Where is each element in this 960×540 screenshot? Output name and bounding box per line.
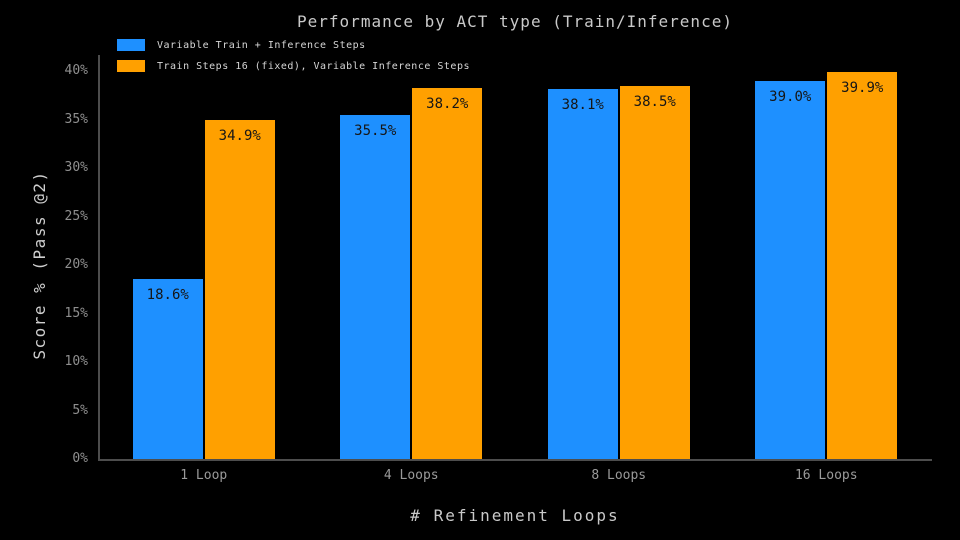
legend-swatch [117, 60, 145, 72]
plot-area: 18.6% 34.9% 35.5% 38.2% 38.1% 38.5% 39.0% 39.9% [100, 71, 930, 459]
y-tick-label: 35% [64, 111, 88, 127]
chart-title: Performance by ACT type (Train/Inference… [297, 12, 733, 31]
bar: 39.0% [755, 80, 826, 459]
bar-value-label: 39.0% [769, 88, 812, 105]
y-tick-label: 0% [72, 451, 88, 466]
bar-value-label: 18.6% [146, 286, 189, 303]
bar-value-label: 39.9% [841, 79, 884, 96]
y-axis-title: Score % (Pass @2) [30, 170, 49, 360]
bar-value-label: 34.9% [218, 128, 261, 145]
legend-label: Variable Train + Inference Steps [157, 39, 366, 51]
legend-swatch [117, 39, 145, 51]
bar: 18.6% [132, 278, 203, 459]
bar: 39.9% [827, 71, 898, 459]
x-tick-label: 8 Loops [591, 468, 647, 483]
y-tick-label: 40% [64, 63, 88, 78]
x-tick-label: 1 Loop [180, 468, 228, 483]
bar-group: 35.5% 38.2% [308, 71, 516, 459]
bar-group: 39.0% 39.9% [723, 71, 931, 459]
y-tick-label: 20% [64, 257, 88, 272]
bar: 35.5% [340, 114, 411, 459]
x-axis-spine [98, 459, 932, 461]
x-axis-title: # Refinement Loops [410, 506, 620, 525]
legend-item: Variable Train + Inference Steps [117, 39, 470, 51]
y-tick-label: 10% [64, 354, 88, 369]
y-tick-label: 5% [72, 402, 88, 418]
bar-value-label: 38.5% [633, 93, 676, 110]
y-tick-label: 15% [64, 305, 88, 321]
x-tick-label: 16 Loops [794, 468, 858, 483]
bar-value-label: 35.5% [354, 122, 397, 139]
y-tick-label: 25% [64, 208, 88, 224]
y-tick-label: 30% [64, 160, 88, 175]
bar: 38.1% [547, 89, 618, 459]
bar: 34.9% [204, 120, 275, 459]
bar-group: 38.1% 38.5% [515, 71, 723, 459]
legend: Variable Train + Inference Steps Train St… [117, 39, 470, 72]
x-tick-label: 4 Loops [383, 468, 439, 483]
legend-label: Train Steps 16 (fixed), Variable Inferen… [157, 60, 470, 72]
bar-group: 18.6% 34.9% [100, 71, 308, 459]
bar: 38.5% [619, 85, 690, 459]
bar: 38.2% [412, 88, 483, 459]
bar-value-label: 38.1% [561, 97, 604, 114]
y-axis-spine [98, 55, 100, 461]
legend-item: Train Steps 16 (fixed), Variable Inferen… [117, 60, 470, 72]
bar-value-label: 38.2% [426, 96, 469, 113]
